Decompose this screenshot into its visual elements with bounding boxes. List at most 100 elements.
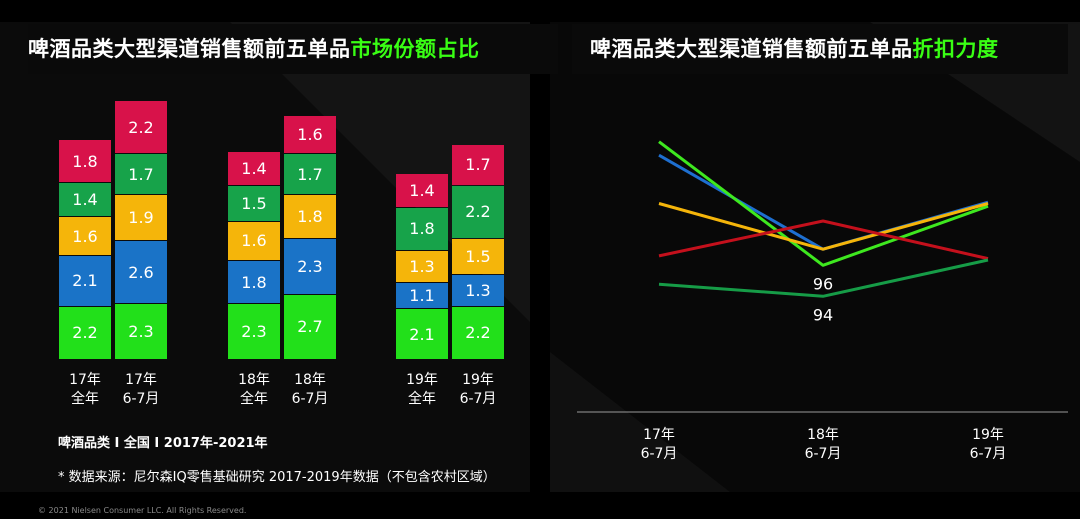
bar-segment-s1-2: 2.3 bbox=[228, 304, 280, 359]
bar-value-label: 1.8 bbox=[241, 272, 267, 292]
right-title-highlight: 折扣力度 bbox=[912, 37, 999, 61]
bar-value-label: 1.1 bbox=[409, 285, 435, 305]
line-x-label-line: 19年 bbox=[972, 427, 1004, 443]
bar-x-label: 19年全年 bbox=[382, 371, 462, 409]
right-chart-title: 啤酒品类大型渠道销售额前五单品折扣力度 bbox=[572, 24, 1068, 74]
bar-segment-s2-5: 1.3 bbox=[452, 275, 504, 306]
left-title-highlight: 市场份额占比 bbox=[350, 37, 480, 61]
copyright: © 2021 Nielsen Consumer LLC. All Rights … bbox=[38, 506, 247, 515]
bar-segment-s5-2: 1.4 bbox=[228, 151, 280, 185]
bar-value-label: 1.7 bbox=[128, 164, 154, 184]
bar-segment-s4-3: 1.7 bbox=[284, 154, 336, 195]
bar-x-label: 17年全年 bbox=[45, 371, 125, 409]
bar-segment-s4-4: 1.8 bbox=[396, 207, 448, 251]
bar-segment-s3-2: 1.6 bbox=[228, 222, 280, 260]
bar-value-label: 1.8 bbox=[72, 151, 98, 171]
bar-x-label-line: 6-7月 bbox=[291, 391, 329, 407]
bar-segment-s4-1: 1.7 bbox=[115, 154, 167, 195]
line-x-label-line: 6-7月 bbox=[804, 446, 842, 462]
bar-value-label: 1.5 bbox=[465, 247, 491, 267]
bar-segment-s5-3: 1.6 bbox=[284, 115, 336, 154]
bar-value-label: 2.2 bbox=[465, 202, 491, 222]
bar-x-label-line: 17年 bbox=[125, 372, 157, 388]
bar-value-label: 1.6 bbox=[72, 226, 98, 246]
source-note: * 数据来源：尼尔森IQ零售基础研究 2017-2019年数据（不包含农村区域） bbox=[58, 470, 496, 485]
bar-segment-s3-1: 1.9 bbox=[115, 195, 167, 241]
bar-segment-s2-1: 2.6 bbox=[115, 241, 167, 304]
bar-segment-s3-5: 1.5 bbox=[452, 239, 504, 275]
bar-x-label-line: 18年 bbox=[294, 372, 326, 388]
line-x-label: 17年 6-7月 bbox=[619, 426, 699, 464]
bar-x-label-line: 19年 bbox=[406, 372, 438, 388]
bar-segment-s1-1: 2.3 bbox=[115, 304, 167, 359]
bar-x-label: 18年全年 bbox=[214, 371, 294, 409]
bar-segment-s1-4: 2.1 bbox=[396, 309, 448, 359]
left-chart-title: 啤酒品类大型渠道销售额前五单品市场份额占比 bbox=[28, 24, 558, 74]
bar-x-label: 17年 6-7月 bbox=[101, 371, 181, 409]
bar-value-label: 2.1 bbox=[72, 271, 98, 291]
bar-value-label: 1.4 bbox=[409, 180, 435, 200]
bar-x-label: 18年 6-7月 bbox=[270, 371, 350, 409]
bar-value-label: 2.6 bbox=[128, 262, 154, 282]
scope-note: 啤酒品类 I 全国 I 2017年-2021年 bbox=[58, 436, 268, 451]
bar-segment-s5-4: 1.4 bbox=[396, 173, 448, 207]
line-series-s3 bbox=[658, 202, 989, 251]
bar-value-label: 2.2 bbox=[128, 117, 154, 137]
bar-value-label: 1.8 bbox=[297, 207, 323, 227]
line-series-s2 bbox=[658, 140, 989, 267]
right-panel bbox=[550, 22, 1080, 492]
bar-x-label-line: 18年 bbox=[238, 372, 270, 388]
line-x-label-line: 17年 bbox=[643, 427, 675, 443]
line-x-label-line: 6-7月 bbox=[640, 446, 678, 462]
bar-value-label: 2.7 bbox=[297, 317, 323, 337]
bar-value-label: 1.8 bbox=[409, 219, 435, 239]
line-x-label-line: 18年 bbox=[807, 427, 839, 443]
bar-value-label: 1.4 bbox=[241, 158, 267, 178]
bar-value-label: 2.3 bbox=[297, 256, 323, 276]
bar-segment-s5-0: 1.8 bbox=[59, 139, 111, 183]
line-annotation: 96 bbox=[813, 274, 833, 293]
bar-segment-s5-5: 1.7 bbox=[452, 144, 504, 185]
bar-x-label-line: 全年 bbox=[408, 391, 436, 407]
bar-x-label: 19年 6-7月 bbox=[438, 371, 518, 409]
line-series-s4 bbox=[658, 219, 989, 261]
bar-segment-s3-4: 1.3 bbox=[396, 251, 448, 282]
bar-segment-s1-0: 2.2 bbox=[59, 306, 111, 359]
bar-segment-s3-3: 1.8 bbox=[284, 195, 336, 238]
bar-segment-s3-0: 1.6 bbox=[59, 217, 111, 255]
bar-x-label-line: 全年 bbox=[240, 391, 268, 407]
bar-value-label: 1.4 bbox=[72, 190, 98, 210]
bar-value-label: 2.3 bbox=[128, 322, 154, 342]
bar-value-label: 1.9 bbox=[128, 208, 154, 228]
bar-segment-s4-5: 2.2 bbox=[452, 185, 504, 238]
bar-segment-s5-1: 2.2 bbox=[115, 101, 167, 154]
bar-x-label-line: 6-7月 bbox=[459, 391, 497, 407]
bar-value-label: 2.3 bbox=[241, 322, 267, 342]
left-title-prefix: 啤酒品类大型渠道销售额前五单品 bbox=[28, 37, 351, 61]
right-title-prefix: 啤酒品类大型渠道销售额前五单品 bbox=[590, 37, 913, 61]
bar-value-label: 2.1 bbox=[409, 324, 435, 344]
bar-segment-s1-5: 2.2 bbox=[452, 306, 504, 359]
bar-value-label: 1.7 bbox=[297, 164, 323, 184]
bar-segment-s4-2: 1.5 bbox=[228, 185, 280, 222]
bar-value-label: 1.3 bbox=[465, 281, 491, 301]
line-x-label: 18年 6-7月 bbox=[783, 426, 863, 464]
line-x-label-line: 6-7月 bbox=[969, 446, 1007, 462]
bar-segment-s1-3: 2.7 bbox=[284, 294, 336, 359]
line-series-s1 bbox=[658, 153, 989, 251]
bar-value-label: 2.2 bbox=[72, 323, 98, 343]
bar-x-label-line: 17年 bbox=[69, 372, 101, 388]
bar-segment-s2-4: 1.1 bbox=[396, 282, 448, 309]
line-annotation: 94 bbox=[813, 305, 833, 324]
bar-value-label: 2.2 bbox=[465, 323, 491, 343]
bar-segment-s2-3: 2.3 bbox=[284, 239, 336, 294]
bar-segment-s2-2: 1.8 bbox=[228, 260, 280, 304]
line-series-s5 bbox=[658, 258, 989, 298]
bar-value-label: 1.5 bbox=[241, 193, 267, 213]
bar-value-label: 1.7 bbox=[465, 155, 491, 175]
bar-x-label-line: 全年 bbox=[71, 391, 99, 407]
bar-segment-s2-0: 2.1 bbox=[59, 255, 111, 306]
bar-value-label: 1.6 bbox=[241, 231, 267, 251]
bar-value-label: 1.3 bbox=[409, 256, 435, 276]
